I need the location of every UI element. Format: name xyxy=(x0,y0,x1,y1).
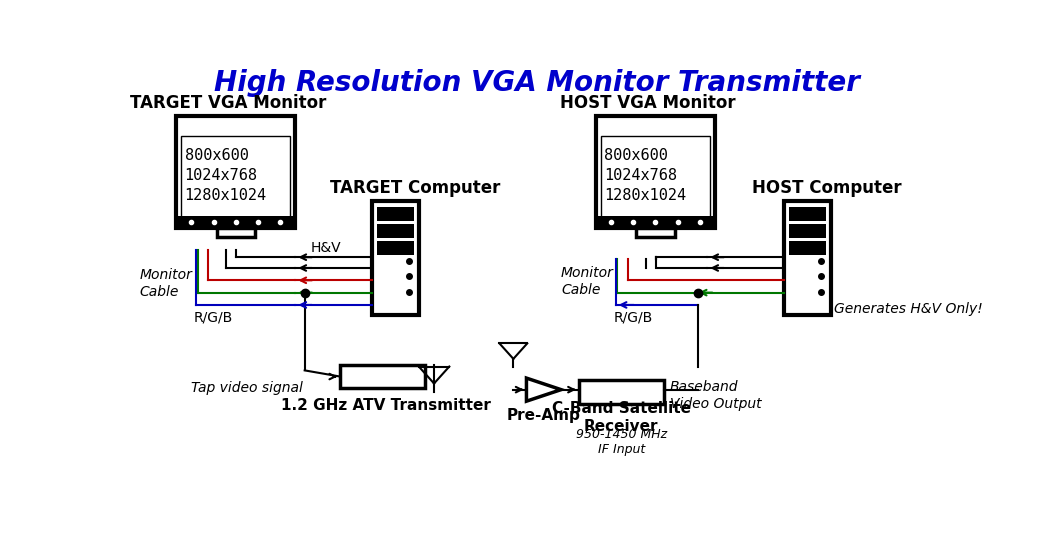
Text: High Resolution VGA Monitor Transmitter: High Resolution VGA Monitor Transmitter xyxy=(214,69,860,97)
Text: Pre-Amp: Pre-Amp xyxy=(507,407,580,422)
Text: TARGET Computer: TARGET Computer xyxy=(329,179,500,197)
Text: TARGET VGA Monitor: TARGET VGA Monitor xyxy=(129,94,326,112)
Bar xyxy=(601,136,710,222)
Text: 800x600
1024x768
1280x1024: 800x600 1024x768 1280x1024 xyxy=(185,148,266,203)
Text: Generates H&V Only!: Generates H&V Only! xyxy=(834,302,983,316)
Text: R/G/B: R/G/B xyxy=(614,310,652,324)
Bar xyxy=(637,228,675,237)
Text: C-Band Satellite
Receiver: C-Band Satellite Receiver xyxy=(552,401,690,434)
Text: 800x600
1024x768
1280x1024: 800x600 1024x768 1280x1024 xyxy=(604,148,686,203)
Text: HOST VGA Monitor: HOST VGA Monitor xyxy=(559,94,735,112)
Bar xyxy=(176,216,296,228)
Bar xyxy=(377,241,414,255)
Bar xyxy=(596,216,715,228)
Text: Tap video signal: Tap video signal xyxy=(192,381,303,395)
Text: Monitor
Cable: Monitor Cable xyxy=(140,268,193,299)
Bar xyxy=(340,365,425,388)
Bar xyxy=(789,207,826,221)
Bar xyxy=(785,201,831,315)
Text: Baseband
Video Output: Baseband Video Output xyxy=(669,380,762,411)
Text: R/G/B: R/G/B xyxy=(194,310,233,324)
Polygon shape xyxy=(527,378,561,401)
Bar xyxy=(377,207,414,221)
Bar xyxy=(596,116,715,228)
Bar xyxy=(372,201,419,315)
Bar xyxy=(789,224,826,238)
Text: HOST Computer: HOST Computer xyxy=(752,179,901,197)
Bar xyxy=(579,380,664,404)
Bar xyxy=(176,116,296,228)
Bar xyxy=(217,228,255,237)
Text: 1.2 GHz ATV Transmitter: 1.2 GHz ATV Transmitter xyxy=(281,397,491,412)
Bar xyxy=(789,241,826,255)
Bar xyxy=(181,136,291,222)
Text: Monitor
Cable: Monitor Cable xyxy=(561,266,614,298)
Text: 950-1450 MHz
IF Input: 950-1450 MHz IF Input xyxy=(576,427,667,457)
Text: H&V: H&V xyxy=(311,241,342,255)
Bar xyxy=(377,224,414,238)
